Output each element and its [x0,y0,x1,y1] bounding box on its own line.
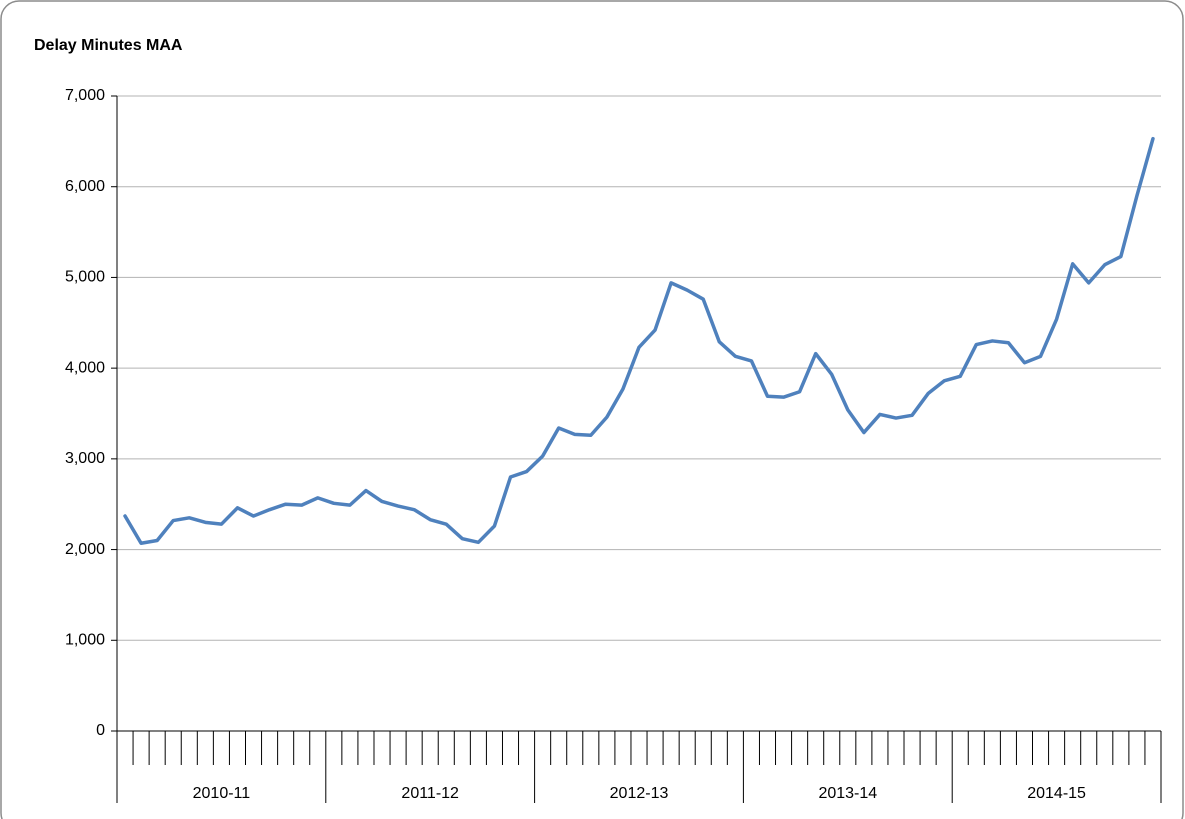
chart-title: Delay Minutes MAA [34,37,183,54]
y-tick-label: 2,000 [65,541,105,558]
x-group-label: 2013-14 [818,785,877,802]
y-tick-label: 4,000 [65,359,105,376]
x-group-label: 2011-12 [401,785,459,802]
y-tick-label: 0 [96,722,105,739]
y-tick-label: 3,000 [65,450,105,467]
y-tick-label: 5,000 [65,269,105,286]
y-tick-label: 7,000 [65,87,105,104]
x-group-label: 2012-13 [610,785,669,802]
y-tick-label: 1,000 [65,632,105,649]
x-group-label: 2014-15 [1027,785,1086,802]
y-tick-label: 6,000 [65,178,105,195]
x-group-label: 2010-11 [193,785,251,802]
data-line [123,136,1155,545]
